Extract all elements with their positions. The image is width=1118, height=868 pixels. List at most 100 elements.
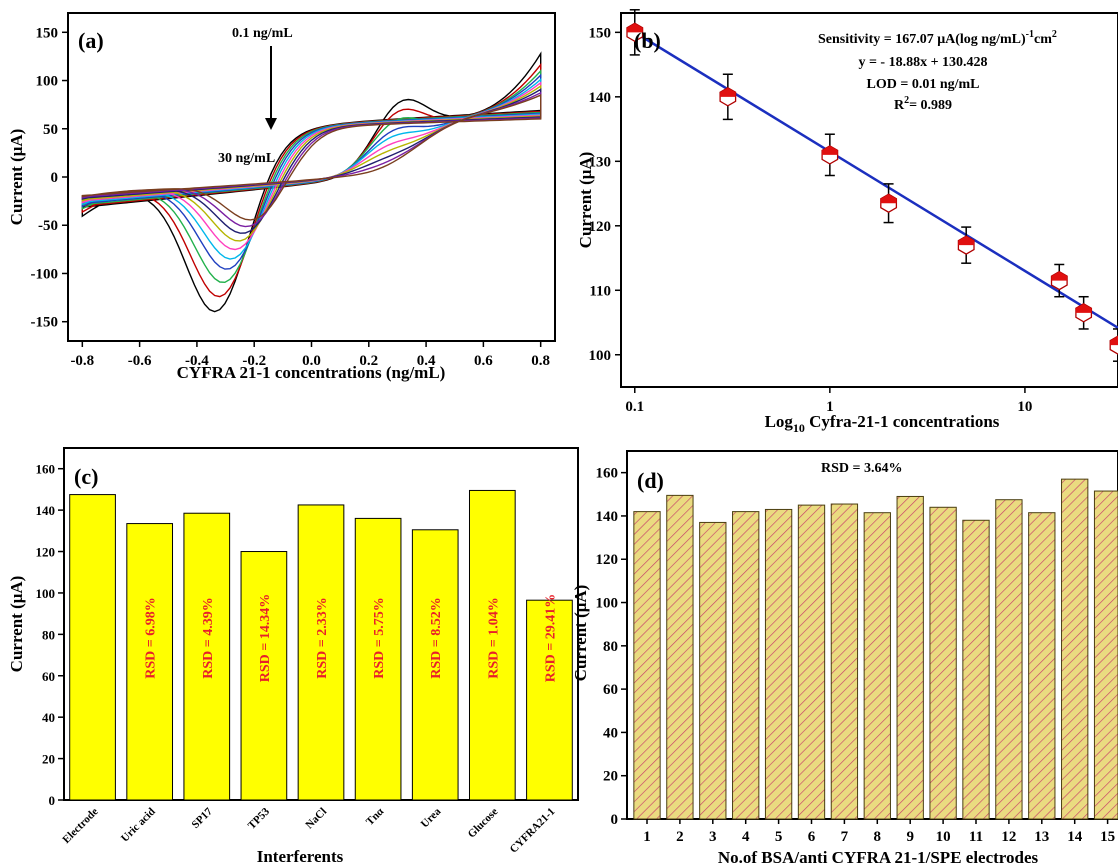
panel-a-x-tick-label: 0.4	[417, 353, 436, 369]
panel-d-y-tick-label: 0	[611, 812, 619, 828]
panel-c-y-tick-label: 140	[36, 503, 56, 518]
panel-b-label: (b)	[634, 28, 661, 53]
panel-a-y-axis-label: Current (μA)	[7, 129, 26, 226]
panel-d-label: (d)	[637, 468, 664, 493]
panel-a-cv-curve	[81, 73, 542, 270]
panel-d-x-tick-label: 2	[676, 829, 684, 845]
panel-d-bar	[995, 499, 1023, 820]
panel-a-annotation-top: 0.1 ng/mL	[232, 26, 293, 41]
panel-c-x-tick-label: SP17	[190, 805, 216, 831]
panel-d-x-tick-label: 11	[969, 829, 983, 845]
panel-a-cv-chart: -0.8 -0.6 -0.4 -0.2 0.0 0.2 0.4 0.6 0.8 -150 -100 -…	[7, 12, 556, 382]
panel-c-x-tick-label: TP53	[246, 805, 273, 832]
panel-d-x-tick-label: 14	[1067, 829, 1083, 845]
panel-c-x-axis-label: Interferents	[257, 847, 344, 866]
panel-a-x-tick-label: -0.2	[242, 353, 266, 369]
panel-a-x-tick-label: 0.0	[302, 353, 321, 369]
panel-c-bar	[297, 504, 345, 801]
panel-d-bar	[797, 504, 826, 820]
panel-b-data-point-fill	[1075, 303, 1092, 313]
panel-b-data-point-fill	[1051, 271, 1068, 281]
panel-b-y-tick-label: 120	[589, 219, 612, 235]
panel-b-x-tick-label: 10	[1017, 399, 1032, 415]
panel-c-rsd-label: RSD = 6.98%	[144, 597, 159, 678]
panel-b-y-axis-label: Current (μA)	[576, 152, 595, 249]
panel-a-frame	[67, 12, 556, 342]
panel-a-arrow-head	[265, 118, 277, 130]
panel-d-x-tick-label: 4	[742, 829, 750, 845]
panel-c-bar	[183, 512, 231, 801]
panel-d-x-tick-label: 12	[1001, 829, 1016, 845]
panel-d-bar	[1061, 478, 1089, 820]
panel-d-bars: 1 2 3 4 5 6 7 8 9 10 11 12 13 14 15	[633, 478, 1118, 845]
panel-b-data-point-fill	[822, 145, 838, 155]
panel-c-x-tick-label: NaCl	[303, 806, 329, 832]
panel-a-x-tick-label: 0.6	[474, 353, 493, 369]
panel-b-y-tick-label: 110	[589, 283, 611, 299]
panel-c-label: (c)	[74, 464, 98, 489]
panel-d-bar	[830, 503, 859, 820]
panel-a-x-tick-label: 0.8	[531, 353, 550, 369]
panel-d-bar	[666, 494, 694, 820]
panel-b-fit-line	[626, 26, 1118, 329]
panel-b-data-point-fill	[720, 87, 736, 97]
panel-b-x-tick-label: 1	[826, 399, 834, 415]
panel-d-ticks: 0 20 40 60 80 100 120 140 160	[596, 466, 627, 828]
panel-a-y-tick-label: 50	[43, 122, 58, 138]
panel-a-x-axis-label: CYFRA 21-1 concentrations (ng/mL)	[177, 363, 446, 382]
panel-a-y-tick-label: -150	[31, 315, 59, 331]
panel-a-cv-curve	[81, 77, 542, 260]
panel-b-y-tick-label: 140	[589, 90, 612, 106]
panel-d-y-tick-label: 20	[603, 769, 618, 785]
panel-d-bar	[732, 511, 760, 820]
panel-a-x-tick-label: 0.2	[359, 353, 378, 369]
panel-d-bar	[1028, 512, 1056, 820]
panel-d-x-tick-label: 7	[841, 829, 849, 845]
panel-d-y-tick-label: 100	[596, 596, 619, 612]
panel-a-ticks: -0.8 -0.6 -0.4 -0.2 0.0 0.2 0.4 0.6 0.8 -150 -100 -…	[31, 25, 551, 369]
panel-a-annotation-bottom: 30 ng/mL	[218, 151, 275, 166]
panel-a-curves	[81, 51, 542, 313]
panel-d-x-tick-label: 15	[1100, 829, 1115, 845]
panel-c-x-tick-label: Uric acid	[119, 806, 158, 845]
panel-d-y-tick-label: 60	[603, 682, 618, 698]
panel-b-points	[626, 9, 1118, 362]
panel-b-data-point-fill	[626, 23, 643, 33]
panel-c-bar	[240, 551, 288, 801]
panel-c-bar	[354, 517, 402, 801]
panel-c-x-tick-label: CYFRA21-1	[508, 806, 558, 856]
panel-c-x-tick-label: Urea	[419, 805, 444, 830]
panel-d-bar	[764, 508, 793, 820]
panel-a-cv-curve	[81, 69, 542, 284]
panel-b-data-point-fill	[958, 236, 975, 246]
panel-d-x-tick-label: 8	[874, 829, 882, 845]
panel-b-x-tick-label: 0.1	[625, 399, 644, 415]
panel-a-cv-curve	[81, 81, 542, 251]
panel-d-y-tick-label: 80	[603, 639, 618, 655]
panel-a-y-tick-label: -100	[31, 266, 59, 282]
panel-c-bar	[126, 523, 174, 801]
panel-a-y-tick-label: 150	[36, 25, 59, 41]
panel-c-y-axis-label: Current (μA)	[7, 576, 26, 673]
panel-b-y-tick-label: 100	[589, 348, 612, 364]
panel-c-y-tick-label: 60	[42, 669, 55, 684]
panel-c-interference-chart: 0 20 40 60 80 100 120 140 160 Electrode RSD = 6.9…	[7, 447, 579, 866]
panel-a-y-tick-label: 100	[36, 74, 59, 90]
panel-c-rsd-label: RSD = 4.39%	[201, 597, 216, 678]
panel-c-rsd-label: RSD = 14.34%	[258, 594, 273, 682]
panel-a-y-tick-label: 0	[51, 170, 59, 186]
panel-c-y-tick-label: 160	[36, 462, 56, 477]
panel-d-bar	[863, 512, 891, 820]
panel-d-x-axis-label: No.of BSA/anti CYFRA 21-1/SPE electrodes	[718, 848, 1039, 867]
panel-d-y-tick-label: 40	[603, 725, 618, 741]
panel-c-rsd-label: RSD = 2.33%	[315, 597, 330, 678]
panel-c-ticks: 0 20 40 60 80 100 120 140 160	[36, 462, 64, 808]
panel-b-data-point-fill	[1110, 336, 1118, 346]
panel-b-r2: R2= 0.989	[894, 95, 952, 113]
panel-a-x-tick-label: -0.6	[128, 353, 152, 369]
panel-c-x-tick-label: Tnα	[364, 805, 387, 828]
panel-d-y-tick-label: 140	[596, 509, 619, 525]
panel-c-x-tick-label: Glucose	[466, 806, 501, 841]
